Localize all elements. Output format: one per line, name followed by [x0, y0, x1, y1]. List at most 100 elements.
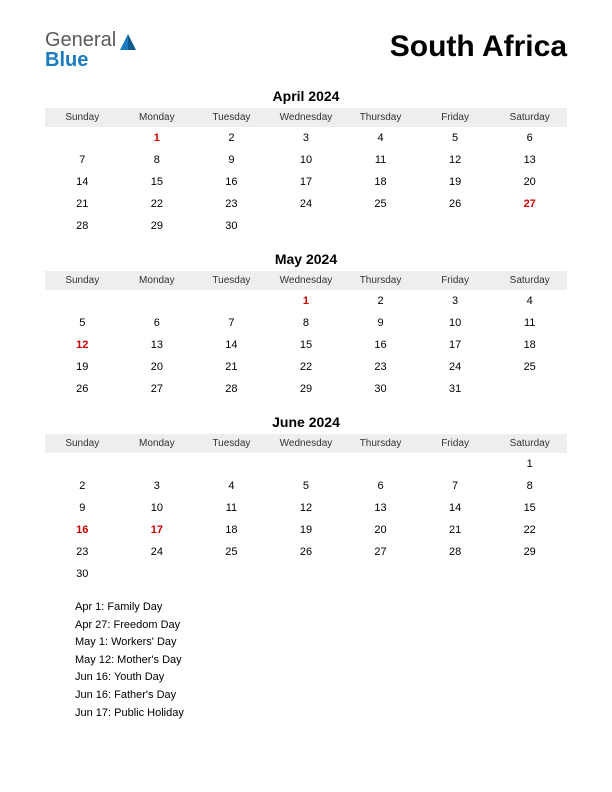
day-cell: 20	[120, 356, 195, 378]
day-cell: 17	[120, 519, 195, 541]
page-header: General Blue South Africa	[45, 30, 567, 70]
day-cell: 4	[343, 127, 418, 149]
day-cell: 22	[269, 356, 344, 378]
day-cell	[418, 563, 493, 585]
day-cell	[269, 563, 344, 585]
day-cell: 19	[269, 519, 344, 541]
day-cell: 11	[194, 497, 269, 519]
day-cell: 13	[120, 334, 195, 356]
holiday-entry: Jun 16: Youth Day	[75, 669, 567, 687]
day-header: Tuesday	[194, 108, 269, 127]
logo: General Blue	[45, 30, 138, 70]
day-cell: 8	[120, 149, 195, 171]
day-cell: 6	[343, 475, 418, 497]
week-row: 16171819202122	[45, 519, 567, 541]
day-cell: 19	[418, 171, 493, 193]
calendar-table: SundayMondayTuesdayWednesdayThursdayFrid…	[45, 434, 567, 585]
calendar-table: SundayMondayTuesdayWednesdayThursdayFrid…	[45, 108, 567, 237]
day-cell	[194, 563, 269, 585]
day-cell: 9	[45, 497, 120, 519]
day-header: Thursday	[343, 108, 418, 127]
day-cell	[418, 215, 493, 237]
day-cell: 2	[194, 127, 269, 149]
day-cell: 6	[492, 127, 567, 149]
day-cell: 15	[492, 497, 567, 519]
week-row: 12131415161718	[45, 334, 567, 356]
week-row: 9101112131415	[45, 497, 567, 519]
day-cell: 29	[269, 378, 344, 400]
day-header: Sunday	[45, 434, 120, 453]
day-cell: 23	[45, 541, 120, 563]
day-header: Saturday	[492, 108, 567, 127]
day-cell: 10	[418, 312, 493, 334]
day-cell	[194, 453, 269, 475]
day-cell: 16	[45, 519, 120, 541]
week-row: 2345678	[45, 475, 567, 497]
month-block: April 2024SundayMondayTuesdayWednesdayTh…	[45, 88, 567, 237]
day-cell: 9	[194, 149, 269, 171]
day-cell: 4	[194, 475, 269, 497]
day-cell: 23	[194, 193, 269, 215]
day-cell: 10	[120, 497, 195, 519]
day-cell: 26	[269, 541, 344, 563]
day-cell	[492, 378, 567, 400]
day-cell: 30	[194, 215, 269, 237]
day-cell: 7	[418, 475, 493, 497]
day-cell	[492, 215, 567, 237]
day-cell: 18	[492, 334, 567, 356]
week-row: 567891011	[45, 312, 567, 334]
week-row: 14151617181920	[45, 171, 567, 193]
day-cell: 25	[194, 541, 269, 563]
month-title: June 2024	[45, 414, 567, 430]
day-cell: 26	[45, 378, 120, 400]
logo-triangle-icon	[118, 32, 138, 52]
calendar-table: SundayMondayTuesdayWednesdayThursdayFrid…	[45, 271, 567, 400]
day-cell: 3	[418, 290, 493, 312]
day-header: Friday	[418, 108, 493, 127]
day-header: Sunday	[45, 271, 120, 290]
day-cell	[343, 453, 418, 475]
logo-general: General	[45, 29, 116, 51]
day-cell: 21	[418, 519, 493, 541]
day-cell	[418, 453, 493, 475]
day-cell: 31	[418, 378, 493, 400]
day-cell: 15	[120, 171, 195, 193]
day-cell: 24	[418, 356, 493, 378]
day-cell	[45, 290, 120, 312]
day-cell	[269, 215, 344, 237]
day-header: Thursday	[343, 271, 418, 290]
day-header: Monday	[120, 271, 195, 290]
day-cell: 24	[269, 193, 344, 215]
day-cell: 3	[269, 127, 344, 149]
logo-blue: Blue	[45, 49, 88, 71]
day-cell: 22	[120, 193, 195, 215]
day-cell	[492, 563, 567, 585]
day-cell: 2	[343, 290, 418, 312]
day-cell	[120, 290, 195, 312]
day-cell: 10	[269, 149, 344, 171]
day-cell: 28	[418, 541, 493, 563]
day-cell: 28	[194, 378, 269, 400]
day-cell: 12	[269, 497, 344, 519]
day-cell: 1	[492, 453, 567, 475]
day-cell: 30	[45, 563, 120, 585]
day-cell: 17	[269, 171, 344, 193]
day-cell: 1	[120, 127, 195, 149]
day-header: Friday	[418, 434, 493, 453]
day-cell	[343, 215, 418, 237]
day-cell: 11	[492, 312, 567, 334]
month-title: May 2024	[45, 251, 567, 267]
week-row: 282930	[45, 215, 567, 237]
day-cell: 5	[269, 475, 344, 497]
day-cell: 27	[343, 541, 418, 563]
day-cell: 12	[45, 334, 120, 356]
day-cell: 7	[194, 312, 269, 334]
day-cell: 2	[45, 475, 120, 497]
months-container: April 2024SundayMondayTuesdayWednesdayTh…	[45, 88, 567, 585]
day-cell: 15	[269, 334, 344, 356]
country-title: South Africa	[390, 30, 567, 64]
day-cell: 27	[120, 378, 195, 400]
day-header: Monday	[120, 108, 195, 127]
day-cell: 11	[343, 149, 418, 171]
day-cell: 5	[45, 312, 120, 334]
